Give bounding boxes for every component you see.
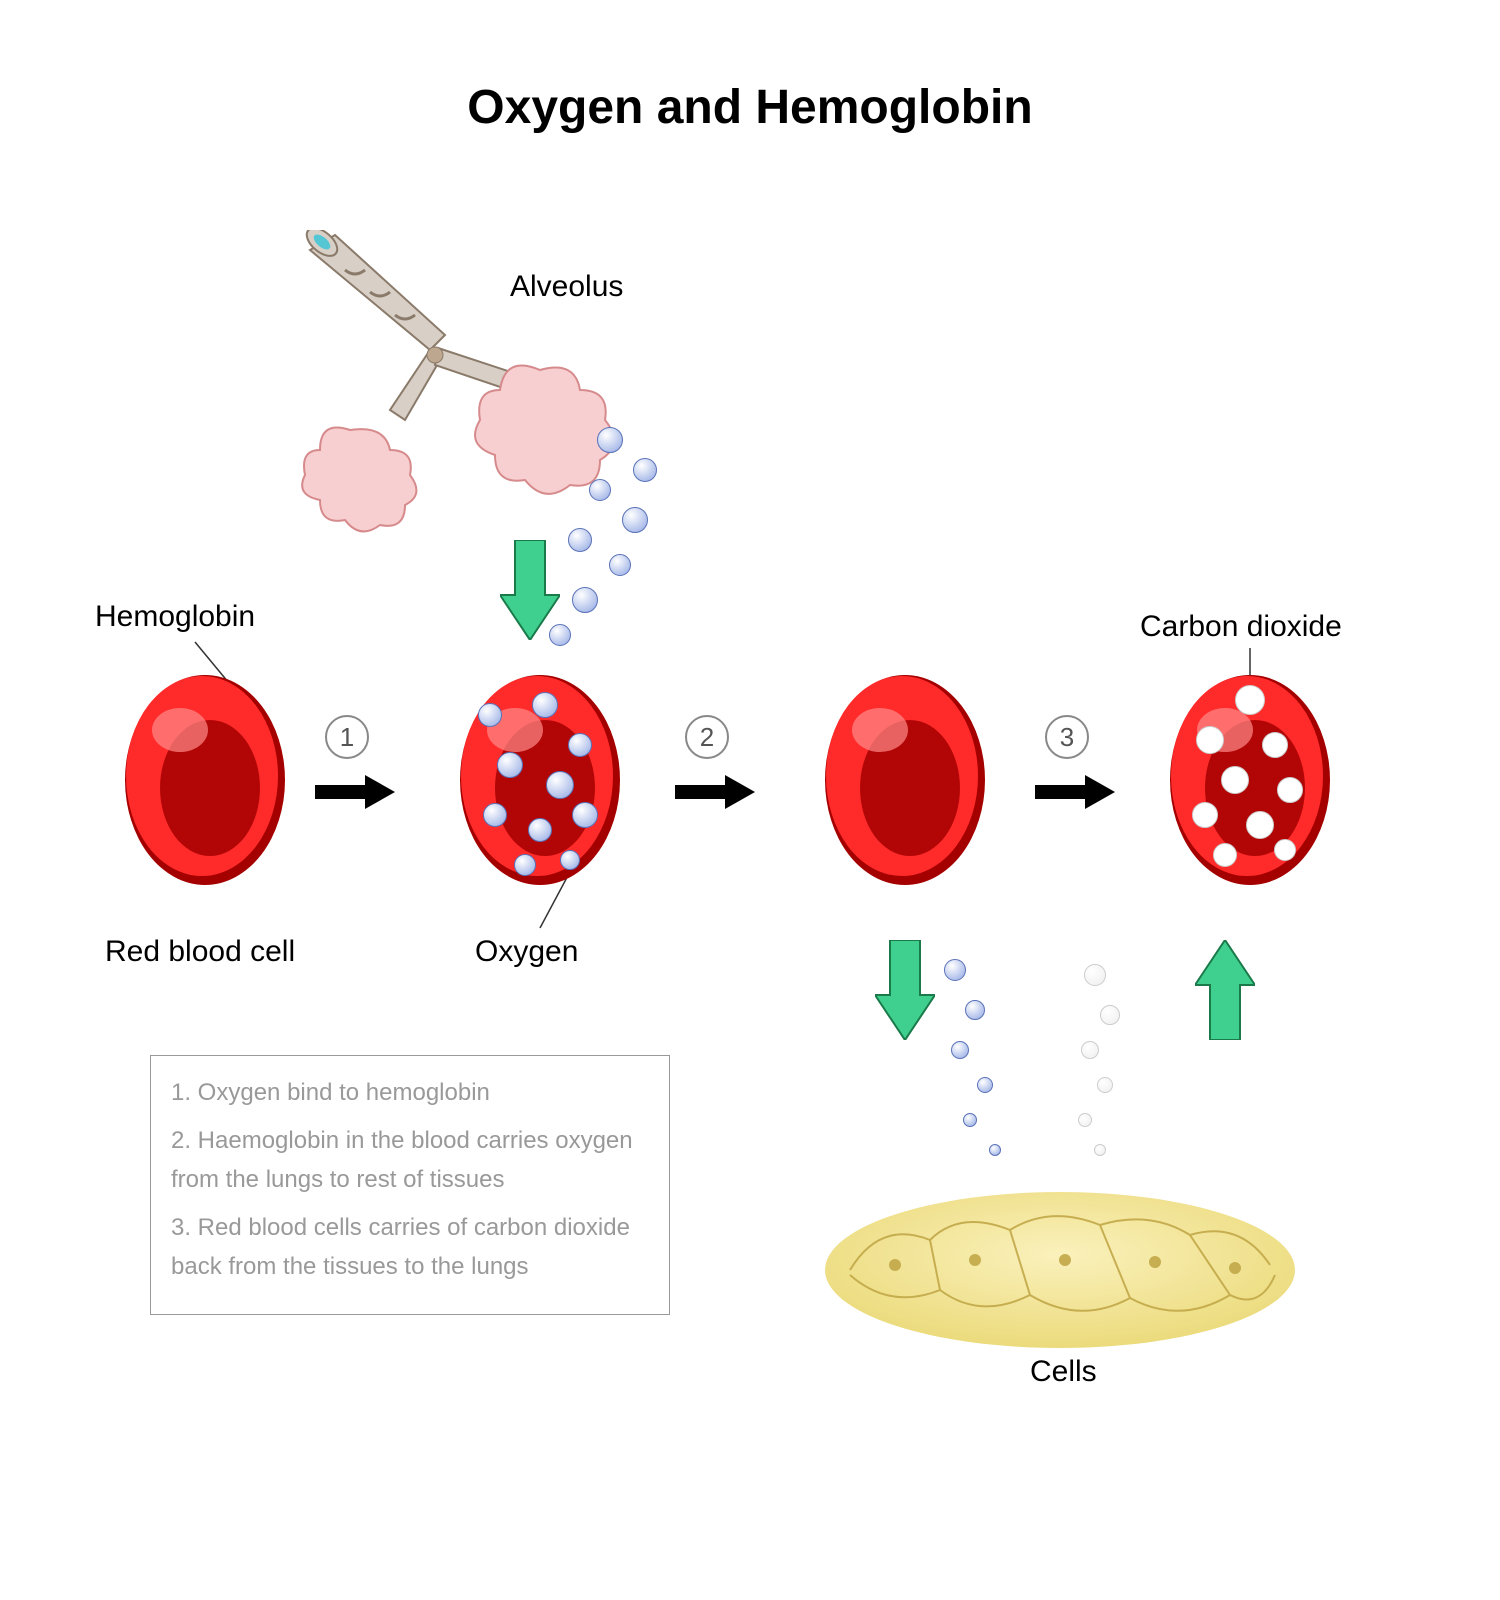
- label-hemoglobin: Hemoglobin: [95, 600, 255, 634]
- oxygen-molecule: [965, 1000, 985, 1020]
- oxygen-molecule: [546, 771, 574, 799]
- oxygen-molecule: [572, 587, 598, 613]
- step-marker-1: 1: [325, 715, 369, 759]
- co2-molecule: [1277, 777, 1303, 803]
- rbc-1: [120, 670, 290, 890]
- label-oxygen: Oxygen: [475, 935, 578, 969]
- step-marker-2: 2: [685, 715, 729, 759]
- legend-item-1: 1. Oxygen bind to hemoglobin: [171, 1074, 649, 1112]
- co2-molecule: [1274, 839, 1296, 861]
- legend-item-2: 2. Haemoglobin in the blood carries oxyg…: [171, 1122, 649, 1199]
- oxygen-molecule: [944, 959, 966, 981]
- co2-molecule: [1213, 843, 1237, 867]
- label-cells: Cells: [1030, 1355, 1097, 1389]
- co2-molecule: [1221, 766, 1249, 794]
- oxygen-molecule: [532, 692, 558, 718]
- arrow-alveolus-to-rbc: [500, 540, 560, 640]
- oxygen-molecule: [478, 703, 502, 727]
- legend-item-3: 3. Red blood cells carries of carbon dio…: [171, 1209, 649, 1286]
- label-carbon-dioxide: Carbon dioxide: [1140, 610, 1342, 644]
- co2-molecule: [1097, 1077, 1113, 1093]
- process-arrow-1: [315, 775, 395, 809]
- oxygen-molecule: [589, 479, 611, 501]
- oxygen-molecule: [597, 427, 623, 453]
- oxygen-molecule: [514, 854, 536, 876]
- co2-molecule: [1100, 1005, 1120, 1025]
- rbc-3: [820, 670, 990, 890]
- oxygen-molecule: [963, 1113, 977, 1127]
- oxygen-molecule: [560, 850, 580, 870]
- label-alveolus: Alveolus: [510, 270, 623, 304]
- oxygen-molecule: [609, 554, 631, 576]
- oxygen-molecule: [622, 507, 648, 533]
- co2-molecule: [1094, 1144, 1106, 1156]
- co2-molecule: [1235, 685, 1265, 715]
- co2-molecule: [1081, 1041, 1099, 1059]
- label-red-blood-cell: Red blood cell: [105, 935, 295, 969]
- step-marker-3: 3: [1045, 715, 1089, 759]
- co2-molecule: [1192, 802, 1218, 828]
- oxygen-molecule: [528, 818, 552, 842]
- co2-molecule: [1262, 732, 1288, 758]
- co2-molecule: [1246, 811, 1274, 839]
- co2-molecule: [1084, 964, 1106, 986]
- process-arrow-2: [675, 775, 755, 809]
- oxygen-molecule: [977, 1077, 993, 1093]
- oxygen-molecule: [989, 1144, 1001, 1156]
- oxygen-molecule: [572, 802, 598, 828]
- oxygen-molecule: [568, 733, 592, 757]
- co2-molecule: [1196, 726, 1224, 754]
- process-arrow-3: [1035, 775, 1115, 809]
- diagram-title: Oxygen and Hemoglobin: [0, 80, 1500, 135]
- arrow-rbc-to-cells: [875, 940, 935, 1040]
- oxygen-molecule: [633, 458, 657, 482]
- legend-box: 1. Oxygen bind to hemoglobin 2. Haemoglo…: [150, 1055, 670, 1315]
- arrow-cells-to-rbc: [1195, 940, 1255, 1040]
- oxygen-molecule: [549, 624, 571, 646]
- oxygen-molecule: [483, 803, 507, 827]
- oxygen-molecule: [497, 752, 523, 778]
- oxygen-molecule: [951, 1041, 969, 1059]
- co2-molecule: [1078, 1113, 1092, 1127]
- cells-tissue-illustration: [820, 1170, 1300, 1350]
- oxygen-molecule: [568, 528, 592, 552]
